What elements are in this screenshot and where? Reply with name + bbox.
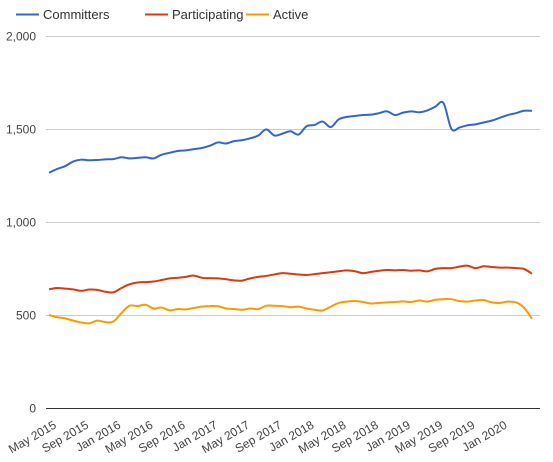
- legend: Committers Participating Active: [16, 7, 308, 22]
- y-tick-label: 1,500: [6, 123, 36, 137]
- legend-label: Active: [273, 7, 308, 22]
- legend-item-participating[interactable]: Participating: [145, 7, 244, 22]
- series-lines: [48, 100, 533, 325]
- y-axis-tick-labels: 0 500 1,000 1,500 2,000: [6, 30, 36, 416]
- legend-label: Committers: [43, 7, 110, 22]
- gridlines: [46, 36, 540, 409]
- series-line-active: [48, 298, 533, 325]
- legend-item-committers[interactable]: Committers: [16, 7, 110, 22]
- series-line-committers: [48, 100, 532, 174]
- legend-label: Participating: [172, 7, 244, 22]
- y-tick-label: 1,000: [6, 216, 36, 230]
- series-line-participating: [48, 264, 533, 294]
- y-tick-label: 500: [16, 309, 36, 323]
- legend-item-active[interactable]: Active: [246, 7, 308, 22]
- y-tick-label: 2,000: [6, 30, 36, 44]
- y-tick-label: 0: [29, 402, 36, 416]
